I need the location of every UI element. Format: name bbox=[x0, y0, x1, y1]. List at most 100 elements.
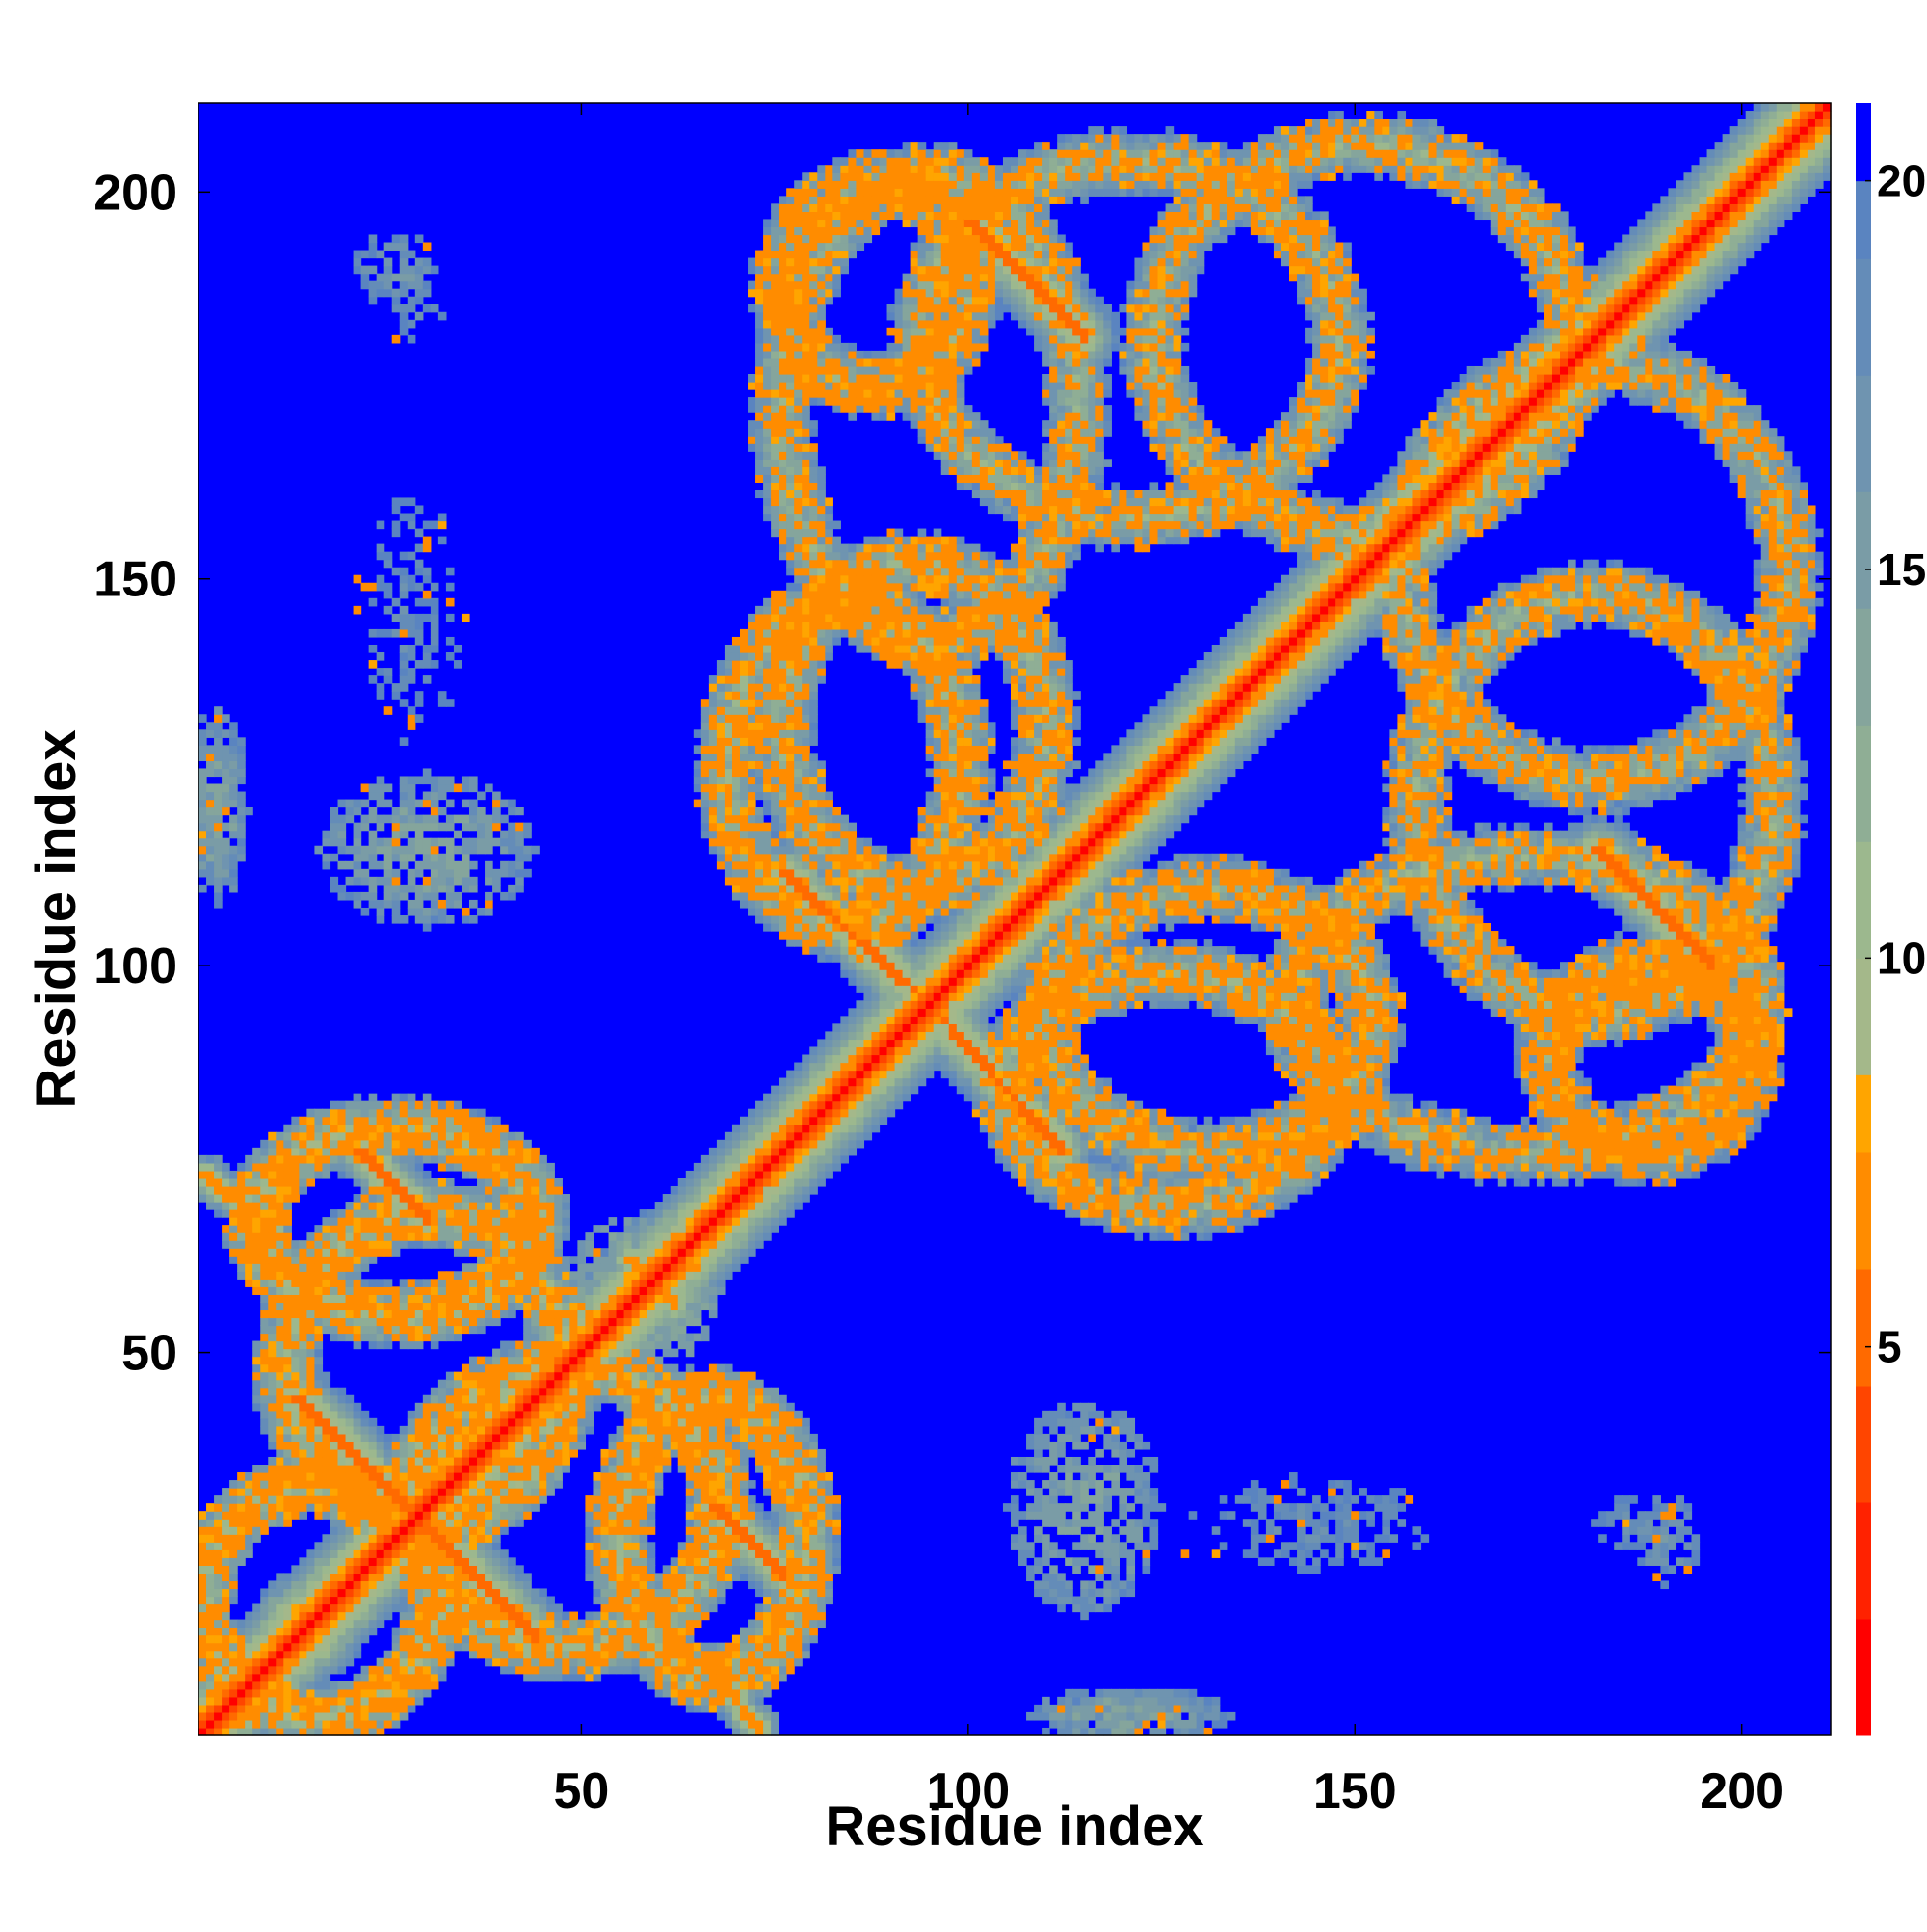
heatmap-cell bbox=[276, 1611, 284, 1621]
heatmap-cell bbox=[693, 1665, 702, 1675]
heatmap-cell bbox=[508, 1402, 516, 1412]
heatmap-cell bbox=[407, 899, 416, 909]
heatmap-cell bbox=[508, 1433, 516, 1442]
heatmap-cell bbox=[731, 1634, 741, 1644]
heatmap-cell bbox=[616, 1271, 625, 1280]
heatmap-cell bbox=[291, 1410, 300, 1419]
heatmap-cell bbox=[229, 1650, 238, 1659]
heatmap-cell bbox=[276, 1417, 284, 1427]
heatmap-cell bbox=[585, 1240, 594, 1249]
heatmap-cell bbox=[291, 1441, 300, 1450]
heatmap-cell bbox=[585, 1394, 594, 1404]
heatmap-cell bbox=[647, 1232, 656, 1241]
heatmap-cell bbox=[391, 628, 401, 638]
heatmap-cell bbox=[237, 1202, 246, 1210]
heatmap-cell bbox=[330, 1217, 339, 1226]
heatmap-cell bbox=[477, 1147, 486, 1156]
heatmap-cell bbox=[677, 1573, 687, 1582]
heatmap-cell bbox=[453, 1465, 462, 1473]
heatmap-cell bbox=[562, 1456, 570, 1466]
heatmap-cell bbox=[353, 868, 362, 878]
heatmap-cell bbox=[608, 1325, 618, 1335]
heatmap-cell bbox=[693, 776, 702, 785]
heatmap-cell bbox=[430, 1302, 439, 1311]
heatmap-cell bbox=[414, 907, 424, 916]
heatmap-cell bbox=[283, 1232, 292, 1241]
heatmap-cell bbox=[724, 1271, 733, 1280]
heatmap-cell bbox=[214, 783, 223, 793]
heatmap-cell bbox=[237, 1263, 246, 1272]
heatmap-cell bbox=[693, 1402, 702, 1412]
heatmap-cell bbox=[276, 1263, 284, 1272]
heatmap-cell bbox=[337, 1688, 347, 1698]
heatmap-cell bbox=[345, 1573, 355, 1582]
heatmap-cell bbox=[222, 868, 230, 878]
heatmap-cell bbox=[260, 1232, 269, 1241]
heatmap-cell bbox=[700, 1580, 710, 1590]
heatmap-cell bbox=[724, 1209, 733, 1218]
heatmap-cell bbox=[731, 1542, 741, 1550]
heatmap-cell bbox=[670, 1256, 679, 1264]
heatmap-cell bbox=[368, 1178, 378, 1187]
heatmap-cell bbox=[422, 768, 432, 778]
heatmap-cell bbox=[593, 1325, 602, 1335]
heatmap-cell bbox=[368, 1093, 378, 1102]
heatmap-cell bbox=[330, 1534, 339, 1543]
heatmap-cell bbox=[376, 1573, 385, 1582]
heatmap-cell bbox=[453, 1425, 462, 1435]
heatmap-cell bbox=[523, 1596, 532, 1605]
heatmap-cell bbox=[677, 1665, 687, 1675]
heatmap-cell bbox=[546, 1348, 555, 1358]
heatmap-cell bbox=[631, 1634, 641, 1644]
heatmap-cell bbox=[299, 1402, 307, 1412]
heatmap-cell bbox=[670, 1394, 679, 1404]
heatmap-cell bbox=[445, 783, 455, 793]
heatmap-cell bbox=[724, 1154, 733, 1164]
heatmap-cell bbox=[337, 1256, 347, 1264]
heatmap-cell bbox=[414, 1225, 424, 1233]
heatmap-cell bbox=[368, 1162, 378, 1172]
heatmap-cell bbox=[360, 1511, 370, 1520]
heatmap-cell bbox=[585, 1673, 594, 1682]
heatmap-cell bbox=[276, 1465, 284, 1473]
heatmap-cell bbox=[731, 1256, 741, 1264]
heatmap-cell bbox=[399, 1519, 409, 1527]
heatmap-cell bbox=[330, 1573, 339, 1582]
heatmap-cell bbox=[283, 1634, 292, 1644]
heatmap-cell bbox=[739, 1154, 749, 1164]
heatmap-cell bbox=[437, 1310, 447, 1319]
heatmap-cell bbox=[229, 1688, 238, 1698]
heatmap-cell bbox=[399, 1340, 409, 1350]
heatmap-cell bbox=[214, 1681, 223, 1690]
heatmap-cell bbox=[276, 1325, 284, 1335]
heatmap-cell bbox=[639, 1573, 648, 1582]
heatmap-cell bbox=[731, 876, 741, 886]
heatmap-cell bbox=[276, 1202, 284, 1210]
heatmap-cell bbox=[677, 1456, 687, 1466]
heatmap-cell bbox=[731, 1704, 741, 1713]
heatmap-cell bbox=[616, 1519, 625, 1527]
heatmap-cell bbox=[453, 814, 462, 824]
heatmap-cell bbox=[252, 1627, 261, 1636]
heatmap-cell bbox=[539, 1642, 547, 1652]
heatmap-cell bbox=[337, 1634, 347, 1644]
heatmap-cell bbox=[739, 1565, 749, 1574]
heatmap-cell bbox=[724, 1657, 733, 1667]
heatmap-cell bbox=[477, 1302, 486, 1311]
heatmap-cell bbox=[214, 1495, 223, 1504]
heatmap-cell bbox=[229, 822, 238, 832]
heatmap-cell bbox=[360, 1294, 370, 1304]
heatmap-cell bbox=[322, 1248, 331, 1257]
heatmap-cell bbox=[445, 1542, 455, 1550]
heatmap-cell bbox=[422, 1294, 432, 1304]
heatmap-cell bbox=[670, 1194, 679, 1203]
heatmap-cell bbox=[360, 1209, 370, 1218]
heatmap-cell bbox=[214, 1642, 223, 1652]
heatmap-cell bbox=[469, 884, 478, 893]
heatmap-cell bbox=[631, 1480, 641, 1489]
heatmap-cell bbox=[314, 1673, 324, 1682]
heatmap-cell bbox=[631, 1248, 641, 1257]
heatmap-cell bbox=[554, 1271, 563, 1280]
heatmap-cell bbox=[485, 1217, 493, 1226]
heatmap-cell bbox=[477, 1650, 486, 1659]
